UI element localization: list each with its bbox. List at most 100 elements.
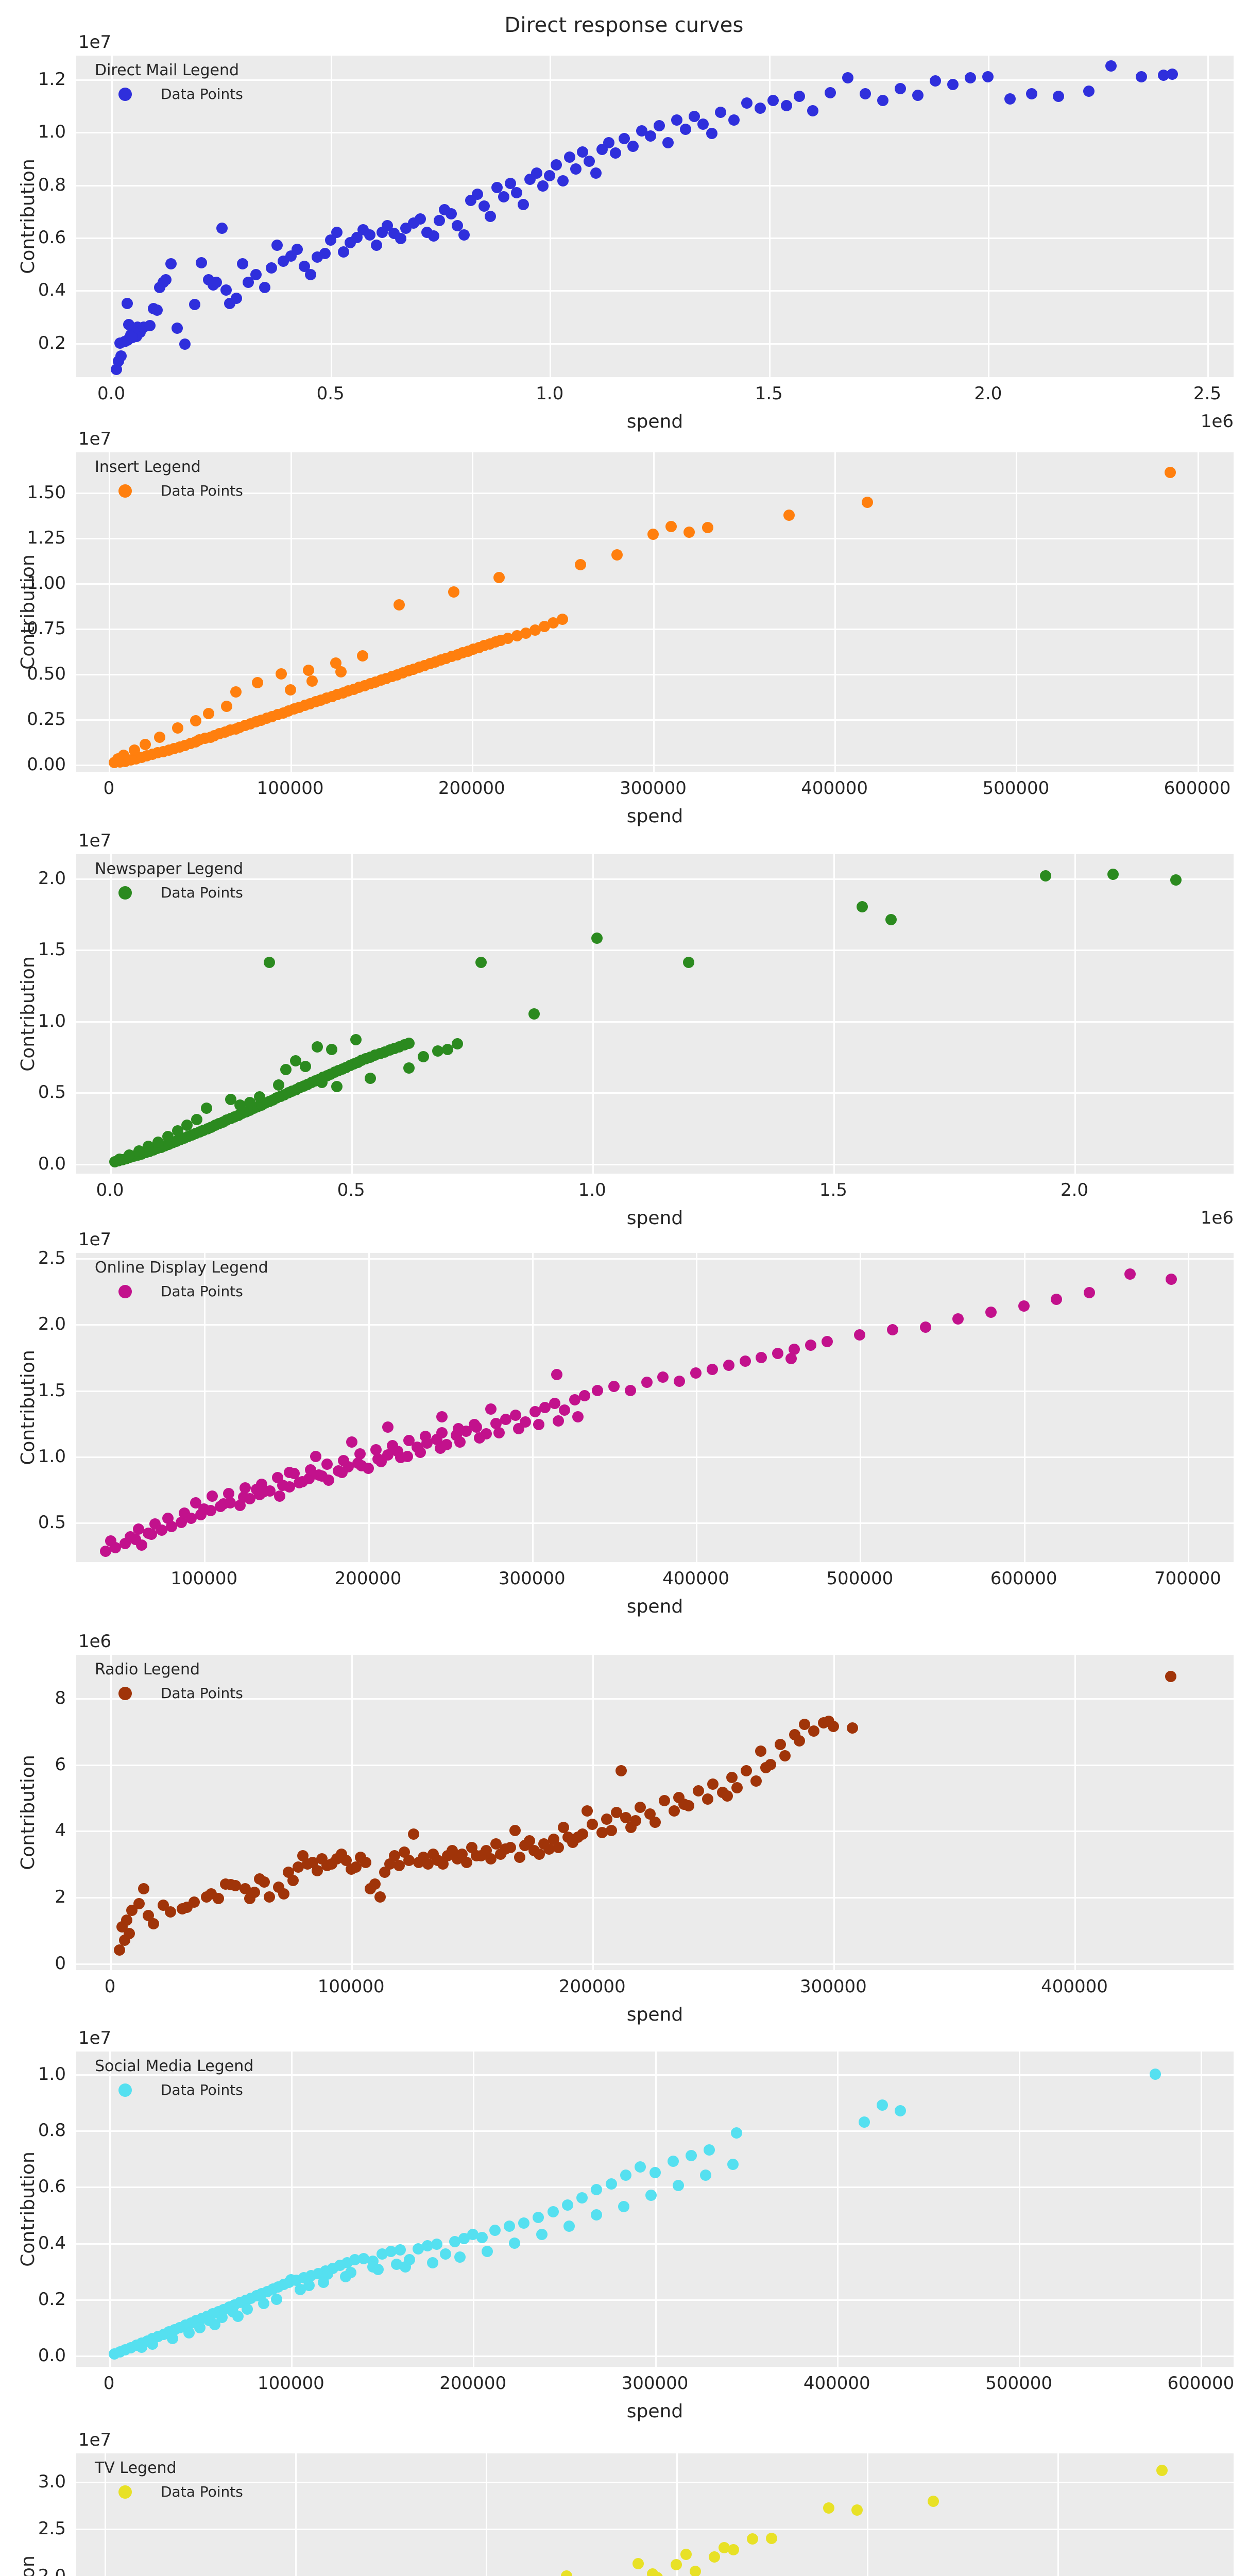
- x-axis-tick-label: 200000: [558, 1976, 626, 1997]
- data-point: [191, 1113, 203, 1125]
- legend: TV Legend Data Points: [95, 2461, 243, 2501]
- data-point: [750, 1775, 762, 1787]
- data-point: [1039, 870, 1051, 882]
- gridline-vertical: [834, 452, 836, 772]
- legend-item-label: Data Points: [161, 2483, 243, 2500]
- data-point: [123, 318, 135, 330]
- data-point: [1026, 88, 1038, 100]
- data-point: [533, 1848, 545, 1860]
- x-axis-label: spend: [626, 2004, 683, 2025]
- data-point: [171, 323, 183, 334]
- data-point: [741, 97, 753, 109]
- data-point: [195, 257, 207, 268]
- y-axis-offset-label: 1e7: [78, 1229, 112, 1250]
- gridline-vertical: [1057, 2453, 1059, 2576]
- data-point: [702, 522, 713, 534]
- legend-item[interactable]: Data Points: [95, 884, 243, 901]
- y-axis-tick-label: 0: [55, 1953, 66, 1974]
- x-axis-tick-label: 400000: [801, 778, 868, 799]
- data-point: [583, 155, 595, 167]
- x-axis-tick-label: 2.5: [1193, 383, 1221, 404]
- legend-item[interactable]: Data Points: [95, 86, 243, 103]
- data-point: [144, 320, 156, 332]
- data-point: [316, 1076, 328, 1088]
- x-axis-tick-label: 300000: [620, 778, 687, 799]
- y-axis-tick-label: 2.5: [38, 2518, 66, 2539]
- legend-item[interactable]: Data Points: [95, 2081, 253, 2098]
- data-point: [330, 657, 341, 669]
- data-point: [789, 1344, 800, 1355]
- x-axis-tick-label: 1.5: [755, 383, 783, 404]
- data-point: [218, 1498, 230, 1510]
- data-point: [548, 617, 559, 629]
- data-point: [375, 1456, 387, 1468]
- data-point: [518, 2217, 530, 2229]
- data-point: [1083, 1286, 1095, 1298]
- data-point: [121, 1914, 133, 1926]
- legend-title: Direct Mail Legend: [95, 61, 240, 79]
- gridline-vertical: [105, 2453, 107, 2576]
- data-point: [877, 94, 889, 106]
- data-point: [610, 1807, 622, 1818]
- data-point: [143, 1141, 155, 1153]
- data-point: [707, 1778, 719, 1790]
- data-point: [704, 2144, 715, 2156]
- data-point: [563, 2220, 575, 2232]
- data-point: [877, 2099, 888, 2111]
- legend: Online Display Legend Data Points: [95, 1260, 268, 1300]
- data-point: [689, 110, 700, 122]
- legend-item[interactable]: Data Points: [95, 482, 243, 499]
- data-point: [403, 1062, 415, 1074]
- data-point: [216, 223, 228, 234]
- y-axis-tick-label: 0.6: [38, 227, 66, 248]
- data-point: [591, 2183, 603, 2195]
- data-point: [237, 1492, 249, 1503]
- legend-item[interactable]: Data Points: [95, 1685, 243, 1702]
- data-point: [728, 2544, 740, 2555]
- data-point: [229, 1879, 241, 1891]
- x-axis-tick-label: 2.0: [1060, 1180, 1089, 1200]
- legend-title: Newspaper Legend: [95, 860, 244, 878]
- data-point: [475, 957, 487, 969]
- data-point: [440, 2248, 452, 2260]
- gridline-horizontal: [76, 673, 1234, 675]
- data-point: [824, 87, 836, 98]
- legend-item[interactable]: Data Points: [95, 2483, 243, 2500]
- data-point: [1105, 60, 1117, 72]
- y-axis-tick-label: 0.2: [38, 332, 66, 353]
- data-point: [318, 2277, 330, 2289]
- data-point: [624, 1384, 636, 1396]
- gridline-vertical: [290, 2052, 293, 2367]
- data-point: [504, 178, 516, 190]
- data-point: [533, 1419, 544, 1431]
- data-point: [230, 686, 242, 698]
- data-point: [706, 127, 718, 139]
- y-axis-tick-label: 0.0: [38, 1153, 66, 1174]
- data-point: [221, 701, 233, 713]
- data-point: [316, 1470, 328, 1482]
- plot-area: [76, 56, 1234, 377]
- data-point: [857, 901, 868, 913]
- y-axis-tick-label: 1.0: [38, 1010, 66, 1031]
- gridline-horizontal: [76, 290, 1234, 292]
- data-point: [615, 1765, 627, 1777]
- data-point: [774, 1738, 786, 1750]
- gridline-vertical: [676, 2453, 678, 2576]
- data-point: [509, 2237, 521, 2249]
- legend-item[interactable]: Data Points: [95, 1283, 268, 1300]
- data-point: [427, 2257, 439, 2268]
- y-axis-tick-label: 0.75: [27, 618, 66, 639]
- data-point: [529, 1405, 541, 1417]
- data-point: [263, 957, 275, 969]
- gridline-horizontal: [76, 2529, 1234, 2531]
- legend: Radio Legend Data Points: [95, 1662, 243, 1702]
- data-point: [239, 1482, 251, 1494]
- data-point: [550, 159, 562, 171]
- y-axis-offset-label: 1e7: [78, 2430, 112, 2450]
- data-point: [570, 163, 582, 175]
- gridline-vertical: [696, 1253, 698, 1562]
- data-point: [172, 1125, 183, 1137]
- data-point: [239, 1883, 251, 1895]
- data-point: [760, 1762, 772, 1774]
- data-point: [511, 630, 523, 641]
